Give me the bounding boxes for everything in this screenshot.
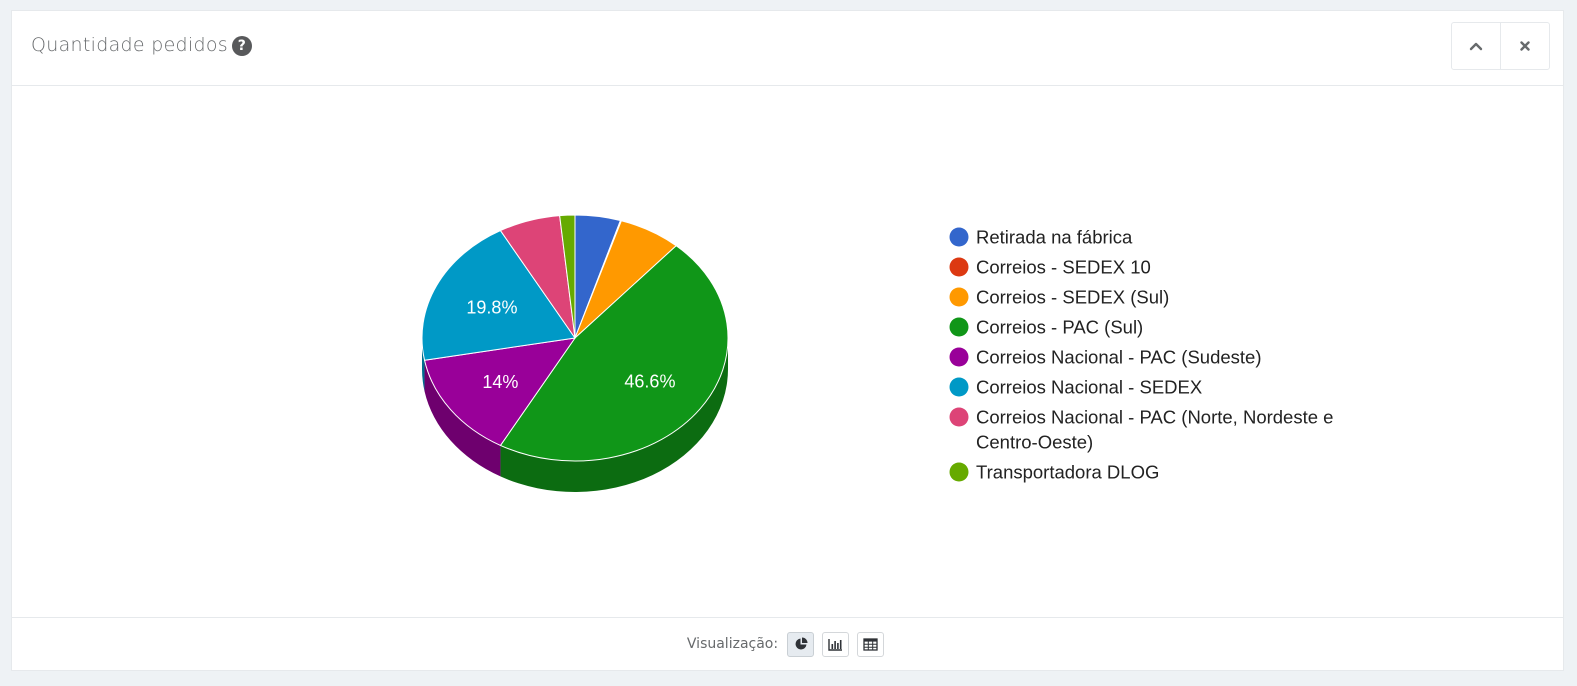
legend-label-7: Transportadora DLOG (976, 462, 1159, 483)
legend-marker-5 (949, 377, 969, 397)
legend-item-5[interactable]: Correios Nacional - SEDEX (949, 377, 1203, 398)
legend-item-4[interactable]: Correios Nacional - PAC (Sudeste) (949, 347, 1262, 368)
chevron-up-icon (1469, 42, 1483, 51)
legend-marker-3 (949, 317, 969, 337)
legend-item-3[interactable]: Correios - PAC (Sul) (949, 317, 1144, 338)
legend-item-6[interactable]: Correios Nacional - PAC (Norte, Nordeste… (949, 407, 1334, 453)
pie-chart-icon (795, 637, 808, 650)
pie-slices (421, 214, 729, 462)
legend-label-6: Correios Nacional - PAC (Norte, Nordeste… (976, 407, 1333, 453)
close-icon (1520, 41, 1530, 51)
close-button[interactable] (1500, 23, 1549, 69)
legend-marker-2 (949, 287, 969, 307)
pie-data-label-5: 19.8% (466, 298, 517, 318)
pie-slice-7[interactable] (559, 214, 576, 339)
legend-item-1[interactable]: Correios - SEDEX 10 (949, 257, 1151, 278)
pie-view-button[interactable] (787, 631, 815, 657)
bar-view-button[interactable] (822, 631, 850, 657)
pie-data-label-3: 46.6% (624, 372, 675, 392)
legend-label-1: Correios - SEDEX 10 (976, 257, 1151, 278)
chart-area: 46.6% 14% 19.8% Retirada na fábrica Correios… (12, 86, 1565, 619)
pie-slice-side-4 (424, 360, 501, 477)
panel-tools (1451, 22, 1550, 70)
legend-marker-1 (949, 257, 969, 277)
legend-label-5: Correios Nacional - SEDEX (976, 377, 1202, 398)
panel-footer: Visualização: (12, 617, 1563, 670)
panel-title: Quantidade pedidos? (31, 34, 252, 56)
legend-item-7[interactable]: Transportadora DLOG (949, 462, 1160, 483)
bar-chart-icon (828, 638, 843, 651)
panel-title-text: Quantidade pedidos (31, 34, 228, 56)
pie-slice-5[interactable] (421, 229, 576, 361)
legend-marker-4 (949, 347, 969, 367)
legend-label-3: Correios - PAC (Sul) (976, 317, 1143, 338)
legend-marker-0 (949, 227, 969, 247)
legend-marker-6 (949, 407, 969, 427)
pie-slice-side-3 (500, 338, 728, 492)
question-circle-icon[interactable]: ? (231, 36, 252, 56)
legend-item-2[interactable]: Correios - SEDEX (Sul) (949, 287, 1170, 308)
pie-chart: 46.6% 14% 19.8% Retirada na fábrica Correios… (421, 214, 1334, 492)
collapse-button[interactable] (1452, 23, 1500, 69)
legend-item-0[interactable]: Retirada na fábrica (949, 227, 1134, 248)
pie-slice-3[interactable] (499, 245, 729, 462)
pie-data-label-4: 14% (482, 372, 518, 392)
pie-slice-4[interactable] (423, 337, 577, 447)
table-view-button[interactable] (857, 631, 885, 657)
table-icon (863, 637, 878, 651)
chart-panel: Quantidade pedidos? 46.6% 14% 19.8% Retirad… (11, 10, 1564, 671)
legend-label-4: Correios Nacional - PAC (Sudeste) (976, 347, 1262, 368)
visualization-label: Visualização: (686, 636, 779, 652)
panel-header: Quantidade pedidos? (12, 11, 1563, 86)
chart-legend: Retirada na fábrica Correios - SEDEX 10 Co… (949, 227, 1334, 483)
legend-label-0: Retirada na fábrica (976, 227, 1133, 248)
legend-marker-7 (949, 462, 969, 482)
legend-label-2: Correios - SEDEX (Sul) (976, 287, 1169, 308)
